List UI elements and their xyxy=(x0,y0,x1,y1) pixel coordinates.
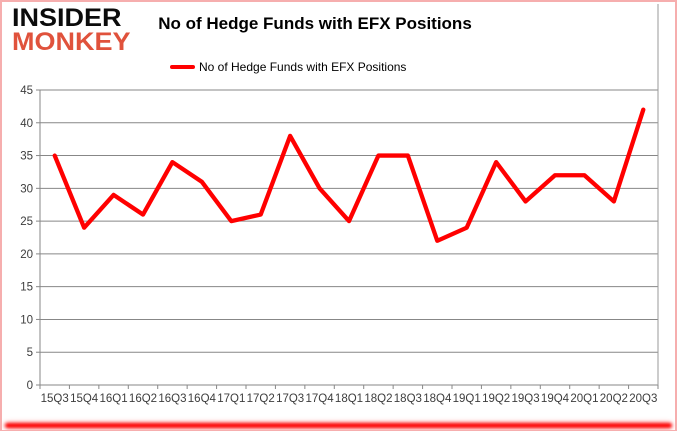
logo-word-monkey: MONKEY xyxy=(12,28,131,56)
x-axis-label-18Q3: 18Q3 xyxy=(394,393,422,405)
x-axis-label-18Q1: 18Q1 xyxy=(335,393,363,405)
y-axis-label-5: 5 xyxy=(27,347,33,359)
x-axis-label-16Q2: 16Q2 xyxy=(129,393,157,405)
legend-line-swatch xyxy=(170,65,195,69)
x-axis-label-15Q3: 15Q3 xyxy=(41,393,69,405)
x-axis-label-17Q4: 17Q4 xyxy=(306,393,335,405)
x-axis-label-19Q4: 19Q4 xyxy=(541,393,570,405)
bottom-border-glow xyxy=(5,423,672,428)
chart-title: No of Hedge Funds with EFX Positions xyxy=(158,14,472,33)
x-axis-label-20Q1: 20Q1 xyxy=(570,393,598,405)
x-axis-label-19Q1: 19Q1 xyxy=(453,393,481,405)
y-axis-label-15: 15 xyxy=(20,282,33,294)
logo-word-insider: INSIDER xyxy=(12,4,122,32)
x-axis-label-16Q3: 16Q3 xyxy=(158,393,186,405)
y-axis-label-40: 40 xyxy=(20,118,33,130)
series-line xyxy=(52,107,646,243)
x-axis-label-16Q4: 16Q4 xyxy=(188,393,217,405)
y-axis-label-25: 25 xyxy=(20,216,33,228)
x-axis-label-18Q2: 18Q2 xyxy=(364,393,392,405)
x-axis-label-20Q3: 20Q3 xyxy=(629,393,657,405)
y-axis-label-45: 45 xyxy=(20,85,33,97)
x-axis-label-17Q3: 17Q3 xyxy=(276,393,304,405)
x-axis-label-16Q1: 16Q1 xyxy=(100,393,128,405)
x-axis-label-19Q2: 19Q2 xyxy=(482,393,510,405)
y-axis-label-20: 20 xyxy=(20,249,33,261)
x-axis-label-18Q4: 18Q4 xyxy=(423,393,452,405)
y-axis-label-0: 0 xyxy=(27,380,33,392)
x-axis-label-17Q1: 17Q1 xyxy=(217,393,245,405)
x-axis-label-15Q4: 15Q4 xyxy=(70,393,99,405)
x-axis-label-17Q2: 17Q2 xyxy=(247,393,275,405)
y-axis-label-35: 35 xyxy=(20,151,33,163)
y-axis-label-10: 10 xyxy=(20,314,33,326)
x-axis-label-20Q2: 20Q2 xyxy=(600,393,628,405)
x-axis-label-19Q3: 19Q3 xyxy=(512,393,540,405)
insider-monkey-logo: INSIDER MONKEY xyxy=(12,6,131,55)
legend-label: No of Hedge Funds with EFX Positions xyxy=(199,60,407,74)
chart-legend: No of Hedge Funds with EFX Positions xyxy=(170,60,406,74)
y-axis-label-30: 30 xyxy=(20,183,33,195)
